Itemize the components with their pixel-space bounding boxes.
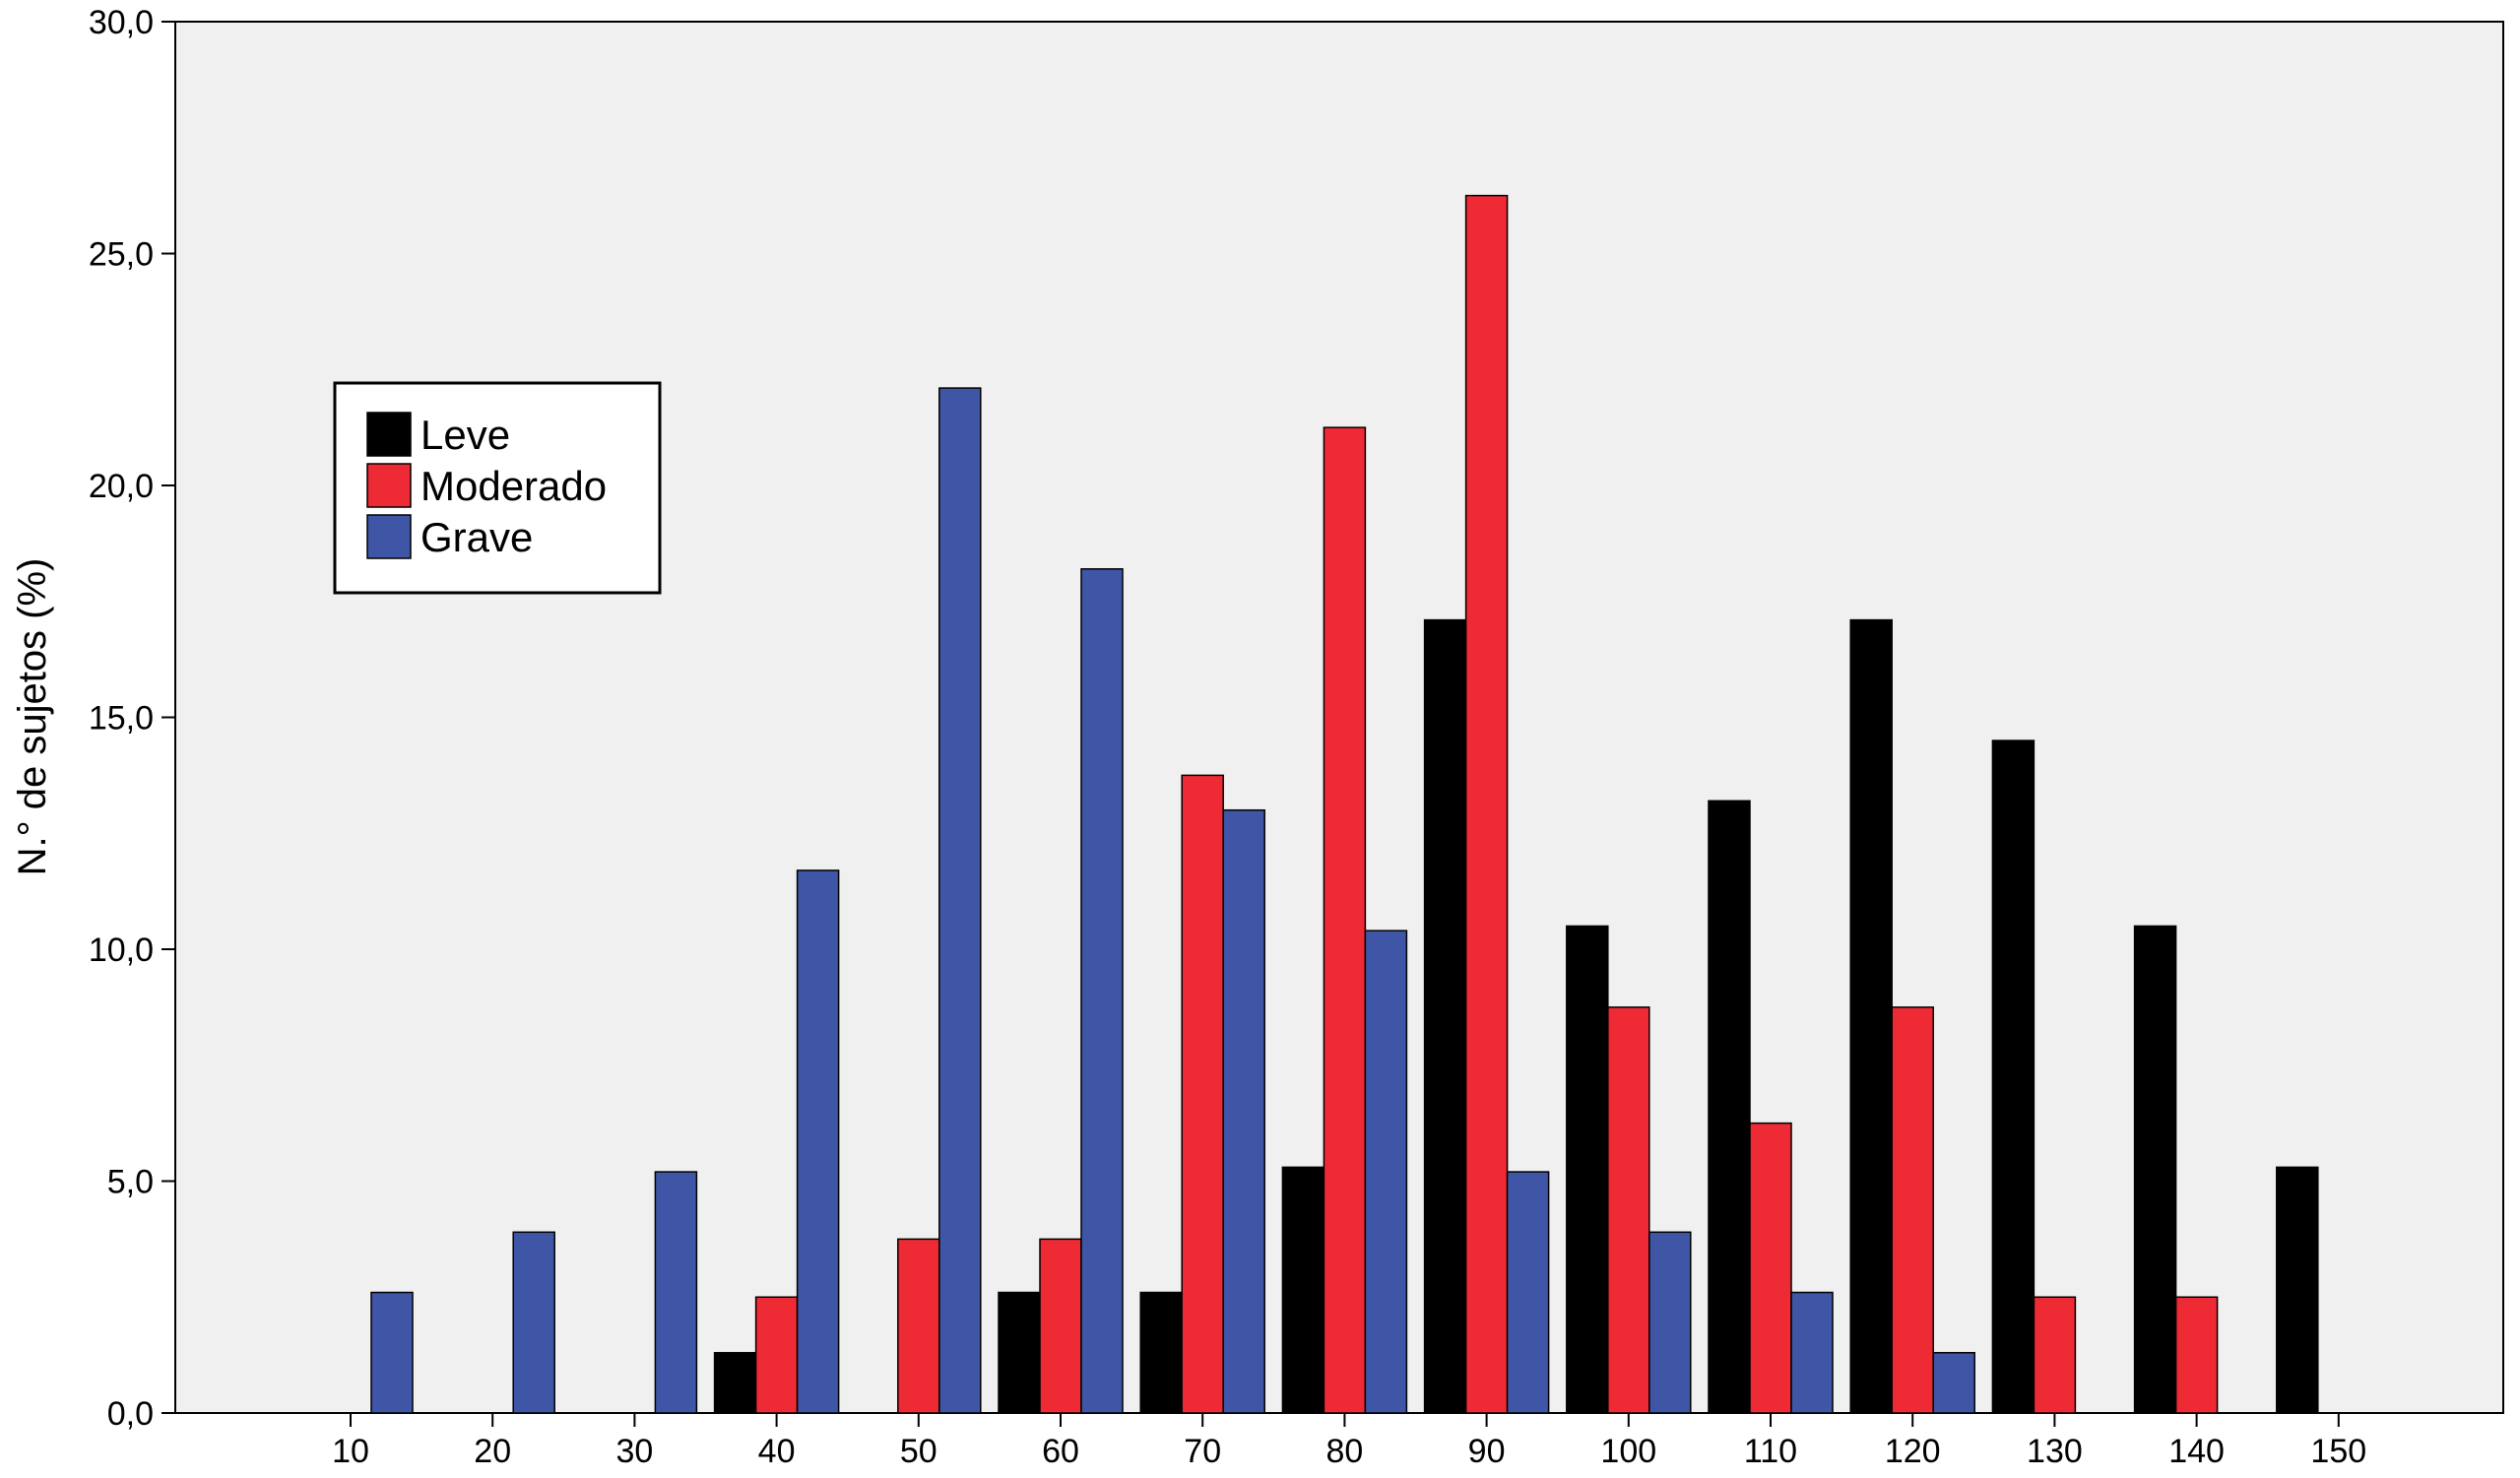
bar-moderado-110 [1749,1122,1792,1414]
bar-grave-30 [654,1171,698,1414]
y-tick-label: 20,0 [89,468,154,505]
bar-moderado-40 [754,1296,799,1414]
x-tick-label: 30 [615,1433,653,1470]
x-tick-label: 80 [1325,1433,1363,1470]
x-tick-label: 70 [1184,1433,1221,1470]
x-tick-label: 120 [1885,1433,1941,1470]
bar-grave-20 [512,1231,555,1414]
x-tick-label: 140 [2168,1433,2225,1470]
bar-grave-60 [1080,568,1124,1414]
bars-group [370,194,2319,1414]
legend: Leve Moderado Grave [333,381,662,595]
legend-label-moderado: Moderado [420,463,607,509]
y-axis-title: N.° de sujetos (%) [11,558,54,876]
bar-grave-50 [938,387,982,1414]
bar-leve-130 [1991,739,2035,1414]
bar-leve-60 [998,1291,1041,1414]
bar-grave-100 [1648,1231,1692,1414]
bar-leve-110 [1708,800,1751,1414]
x-tick-label: 150 [2310,1433,2366,1470]
bar-grave-10 [370,1291,414,1414]
legend-label-leve: Leve [420,412,510,458]
bar-moderado-120 [1891,1006,1934,1414]
bar-leve-80 [1281,1166,1325,1414]
bar-leve-90 [1423,618,1467,1414]
y-tick-label: 25,0 [89,236,154,274]
bar-moderado-70 [1181,774,1224,1414]
bar-moderado-50 [897,1238,940,1414]
x-tick-label: 90 [1468,1433,1506,1470]
bar-grave-120 [1932,1352,1975,1414]
bar-leve-70 [1139,1291,1183,1414]
y-tick-label: 5,0 [107,1164,154,1201]
bar-leve-40 [713,1352,757,1414]
x-tick-label: 20 [474,1433,511,1470]
bar-moderado-130 [2033,1296,2077,1414]
x-tick-label: 60 [1042,1433,1079,1470]
bar-moderado-100 [1607,1006,1650,1414]
x-tick-label: 40 [758,1433,796,1470]
legend-swatch-grave [366,514,412,559]
bar-grave-80 [1364,930,1408,1414]
bar-leve-150 [2276,1166,2319,1414]
axes-group: 0,0 5,0 10,0 15,0 20,0 25,0 30,0 10 20 30 40 50 60 70… [89,4,2366,1470]
legend-swatch-leve [366,412,412,457]
x-tick-label: 100 [1600,1433,1656,1470]
bar-grave-70 [1222,808,1265,1414]
bar-leve-100 [1566,925,1609,1414]
bar-moderado-140 [2174,1296,2219,1414]
x-tick-label: 130 [2027,1433,2083,1470]
bar-moderado-90 [1464,194,1509,1414]
y-tick-label: 30,0 [89,4,154,41]
y-tick-label: 0,0 [107,1395,154,1433]
x-tick-label: 10 [332,1433,369,1470]
bar-grave-110 [1790,1291,1834,1414]
bar-leve-140 [2133,925,2177,1414]
bar-grave-40 [796,869,840,1414]
legend-swatch-moderado [366,463,412,508]
y-tick-label: 10,0 [89,932,154,969]
bar-moderado-60 [1039,1238,1082,1414]
y-tick-label: 15,0 [89,700,154,738]
bar-grave-90 [1506,1171,1550,1414]
legend-label-grave: Grave [420,514,533,560]
bar-moderado-80 [1323,426,1367,1414]
bar-leve-120 [1849,618,1893,1414]
x-tick-label: 50 [900,1433,937,1470]
x-tick-label: 110 [1744,1433,1797,1470]
